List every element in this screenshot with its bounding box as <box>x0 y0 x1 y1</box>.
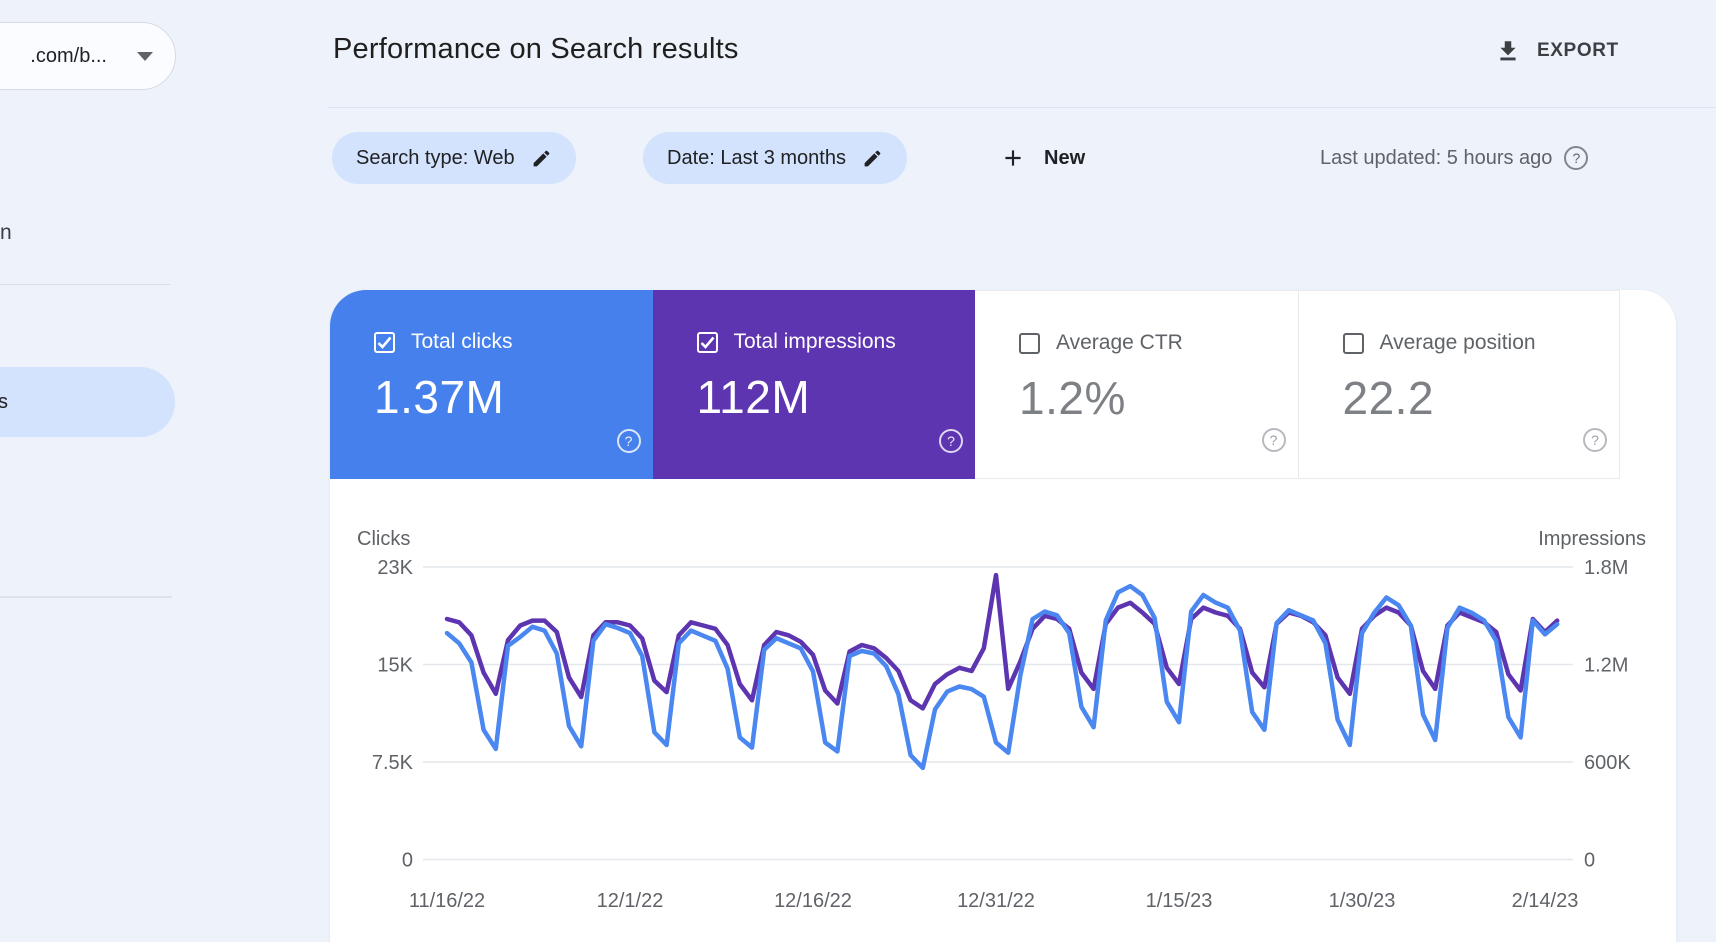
new-filter-button[interactable]: New <box>1000 132 1085 184</box>
svg-text:12/16/22: 12/16/22 <box>774 890 852 912</box>
download-icon <box>1500 41 1516 61</box>
svg-text:23K: 23K <box>377 557 413 579</box>
export-button[interactable]: EXPORT <box>1495 30 1619 72</box>
svg-text:Clicks: Clicks <box>357 528 410 550</box>
page-title: Performance on Search results <box>333 33 739 65</box>
help-icon[interactable]: ? <box>1583 428 1607 452</box>
property-label: .com/b... <box>30 44 107 67</box>
svg-text:1/30/23: 1/30/23 <box>1329 890 1396 912</box>
svg-text:15K: 15K <box>377 655 413 677</box>
sidebar-divider <box>0 284 170 285</box>
report-panel: Total clicks 1.37M ? Total impressions 1… <box>330 290 1676 942</box>
help-icon[interactable]: ? <box>1261 428 1286 452</box>
sidebar-item-fragment[interactable]: n <box>0 221 12 244</box>
svg-text:11/16/22: 11/16/22 <box>409 890 485 912</box>
property-selector[interactable]: .com/b... <box>0 22 176 90</box>
total-impressions-value: 112M <box>696 371 811 423</box>
date-range-chip[interactable]: Date: Last 3 months <box>643 132 907 184</box>
check-icon <box>700 336 714 349</box>
metric-card-total-clicks[interactable]: Total clicks 1.37M ? <box>330 290 653 479</box>
average-ctr-value: 1.2% <box>1019 372 1126 424</box>
total-clicks-value: 1.37M <box>374 371 505 423</box>
svg-text:1/15/23: 1/15/23 <box>1146 890 1213 912</box>
chevron-down-icon <box>137 51 153 61</box>
checkbox-average-ctr[interactable] <box>1019 332 1040 354</box>
header-divider <box>328 107 1716 108</box>
svg-text:1.8M: 1.8M <box>1584 557 1628 579</box>
help-icon[interactable]: ? <box>1564 146 1589 170</box>
export-label: EXPORT <box>1537 40 1619 61</box>
metric-cards: Total clicks 1.37M ? Total impressions 1… <box>330 290 1620 479</box>
edit-pencil-icon <box>533 150 549 166</box>
metric-card-average-position[interactable]: Average position 22.2 ? <box>1297 290 1620 479</box>
check-icon <box>377 336 392 349</box>
plus-icon <box>1005 150 1021 166</box>
svg-text:7.5K: 7.5K <box>372 752 414 774</box>
metric-card-average-ctr[interactable]: Average CTR 1.2% ? <box>975 290 1298 479</box>
metric-card-total-impressions[interactable]: Total impressions 112M ? <box>652 290 975 479</box>
clicks-impressions-line-chart: Clicks Impressions 23K 1.8M 15K 1.2M 7.5K 600K 0… <box>357 528 1646 912</box>
svg-text:12/1/22: 12/1/22 <box>597 890 664 912</box>
last-updated: Last updated: 5 hours ago ? <box>1320 132 1589 184</box>
help-icon[interactable]: ? <box>616 429 641 453</box>
average-position-value: 22.2 <box>1342 372 1435 424</box>
svg-text:600K: 600K <box>1584 752 1631 774</box>
svg-text:12/31/22: 12/31/22 <box>957 890 1035 912</box>
svg-text:0: 0 <box>402 850 413 872</box>
svg-text:1.2M: 1.2M <box>1584 655 1628 677</box>
checkbox-total-impressions[interactable] <box>696 331 718 353</box>
sidebar-item-label: s <box>0 390 8 413</box>
svg-text:Impressions: Impressions <box>1538 528 1646 550</box>
edit-pencil-icon <box>864 150 881 166</box>
search-type-chip[interactable]: Search type: Web <box>332 132 576 184</box>
svg-text:0: 0 <box>1584 850 1595 872</box>
svg-text:2/14/23: 2/14/23 <box>1512 890 1579 912</box>
checkbox-average-position[interactable] <box>1342 332 1364 354</box>
help-icon[interactable]: ? <box>939 429 963 453</box>
sidebar-item-search-results-selected[interactable]: s <box>0 367 175 437</box>
sidebar-section-divider <box>0 596 172 598</box>
checkbox-total-clicks[interactable] <box>374 331 395 353</box>
